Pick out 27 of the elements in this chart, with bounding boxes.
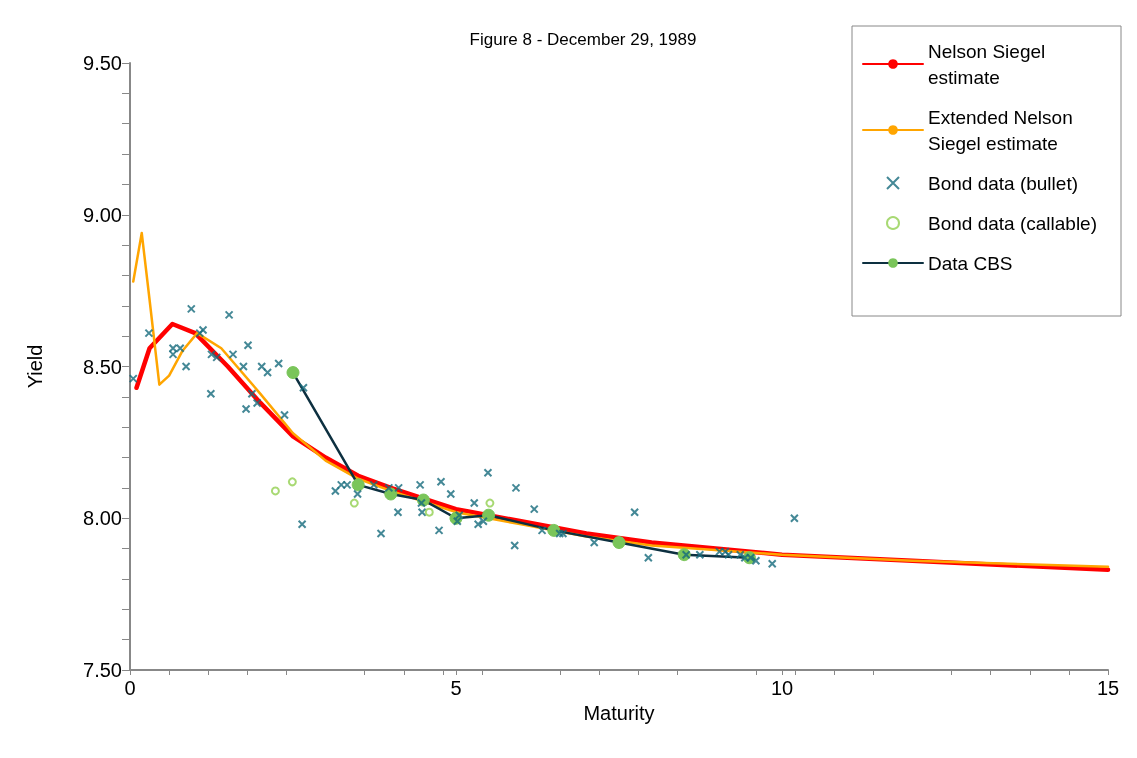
chart-title: Figure 8 - December 29, 1989 bbox=[469, 30, 697, 49]
x-tick-label: 0 bbox=[124, 677, 136, 699]
y-tick-label: 8.50 bbox=[83, 355, 122, 378]
x-tick-label: 15 bbox=[1096, 677, 1120, 699]
point bbox=[349, 498, 359, 508]
point bbox=[612, 536, 626, 550]
y-tick-label: 7.50 bbox=[83, 659, 122, 681]
y-tick-label: 9.50 bbox=[83, 52, 122, 74]
legend-label: Data CBS bbox=[928, 252, 1013, 274]
point bbox=[351, 478, 365, 492]
legend-label: Bond data (callable) bbox=[928, 212, 1097, 234]
point bbox=[424, 507, 434, 517]
y-axis-title: Yield bbox=[24, 344, 46, 389]
point bbox=[270, 486, 280, 496]
point bbox=[287, 477, 297, 487]
point bbox=[482, 508, 496, 522]
y-tick-label: 8.00 bbox=[83, 507, 122, 530]
legend-label: Nelson Siegel estimate bbox=[928, 40, 1051, 88]
x-tick-label: 10 bbox=[770, 677, 794, 699]
x-axis-title: Maturity bbox=[583, 701, 655, 724]
y-tick-label: 9.00 bbox=[83, 203, 122, 226]
point bbox=[286, 366, 300, 380]
x-tick-label: 5 bbox=[450, 677, 462, 699]
point bbox=[485, 498, 495, 508]
point bbox=[547, 523, 561, 537]
legend-label: Extended Nelson Siegel estimate bbox=[928, 106, 1078, 154]
legend-label: Bond data (bullet) bbox=[928, 172, 1078, 194]
